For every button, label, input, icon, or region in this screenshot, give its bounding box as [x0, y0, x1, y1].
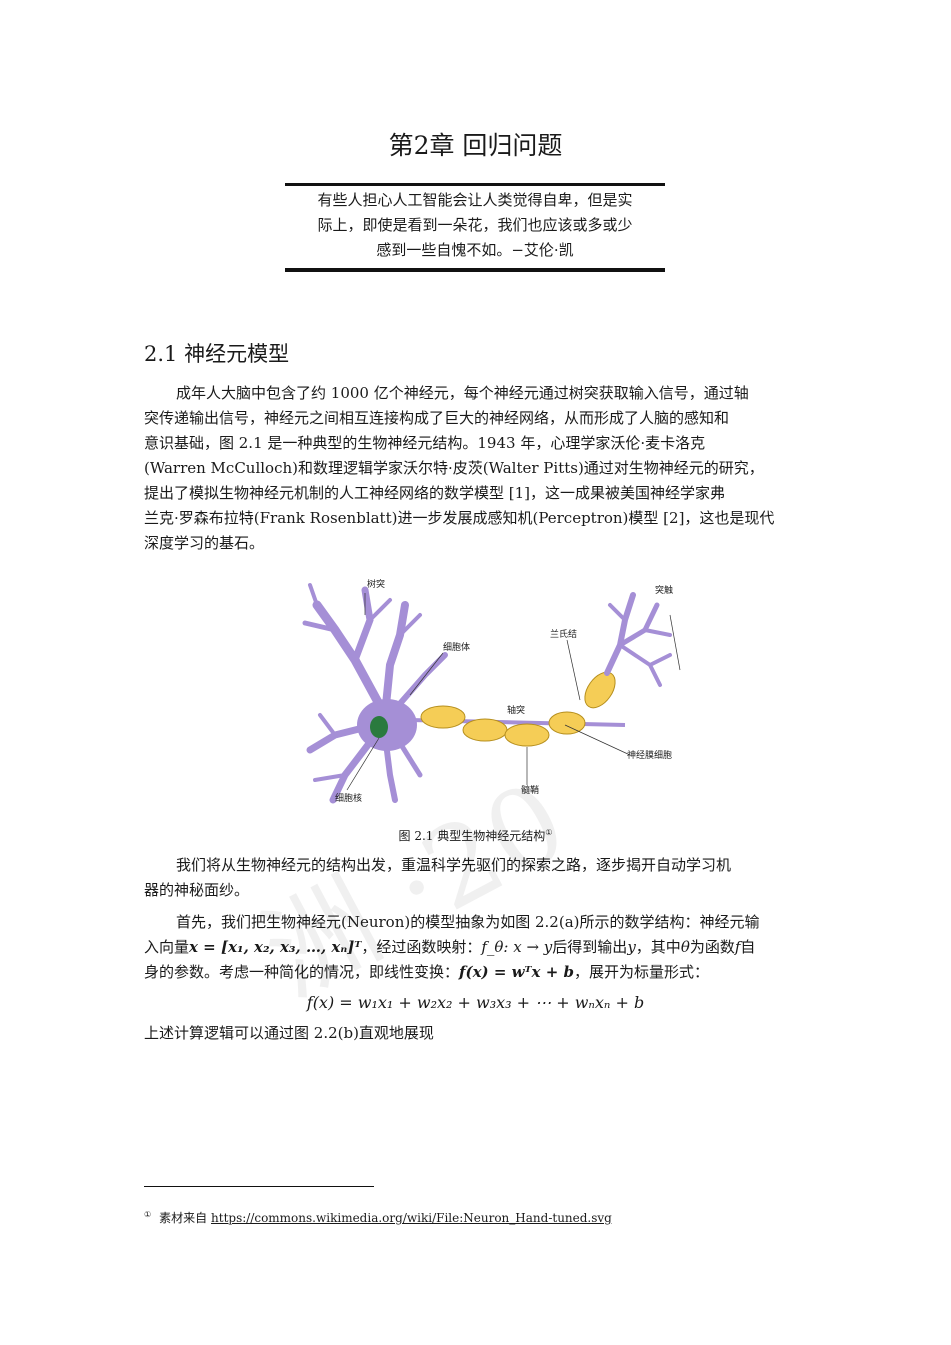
- paragraph-line: (Warren McCulloch)和数理逻辑学家沃尔特·皮茨(Walter P…: [144, 459, 764, 477]
- chapter-title: 第2章 回归问题: [388, 131, 563, 160]
- epigraph-line: 有些人担心人工智能会让人类觉得自卑，但是实: [317, 191, 633, 209]
- text-run: ，经过函数映射：: [361, 938, 482, 956]
- footnote-link[interactable]: https://commons.wikimedia.org/wiki/File:…: [211, 1211, 612, 1225]
- paragraph-line: 首先，我们把生物神经元(Neuron)的模型抽象为如图 2.2(a)所示的数学结…: [176, 913, 760, 931]
- paragraph-line: 提出了模拟生物神经元机制的人工神经网络的数学模型 [1]，这一成果被美国神经学家…: [144, 484, 726, 502]
- footnote-rule: [144, 1186, 374, 1187]
- neuron-figure: 树突 细胞体 轴突 兰氏结 突触 神经膜细胞 髓鞘 细胞核: [302, 578, 681, 804]
- figure-caption: 图 2.1 典型生物神经元结构①: [0, 824, 951, 845]
- paragraph-line: 突传递输出信号，神经元之间相互连接构成了巨大的神经网络，从而形成了人脑的感知和: [144, 409, 730, 427]
- text-run: 为函数: [689, 938, 735, 956]
- label-cell-body: 细胞体: [443, 641, 470, 653]
- epigraph-line: 感到一些自愧不如。−艾伦·凯: [376, 241, 574, 259]
- paragraph-line: 我们将从生物神经元的结构出发，重温科学先驱们的探索之路，逐步揭开自动学习机: [176, 856, 732, 874]
- text-run: 身的参数。考虑一种简化的情况，即线性变换：: [144, 963, 460, 981]
- footnote: ① 素材来自 https://commons.wikimedia.org/wiki…: [144, 1206, 612, 1227]
- text-run: ，展开为标量形式：: [574, 963, 710, 981]
- math-y: y: [627, 938, 636, 956]
- paragraph-3: 首先，我们把生物神经元(Neuron)的模型抽象为如图 2.2(a)所示的数学结…: [144, 910, 808, 985]
- epigraph-bottom-rule: [285, 268, 665, 272]
- text-run: ，其中: [635, 938, 681, 956]
- label-axon: 轴突: [507, 704, 525, 716]
- paragraph-line: 兰克·罗森布拉特(Frank Rosenblatt)进一步发展成感知机(Perc…: [144, 509, 775, 527]
- epigraph: 有些人担心人工智能会让人类觉得自卑，但是实 际上，即使是看到一朵花，我们也应该或…: [290, 188, 660, 263]
- section-title: 2.1 神经元模型: [144, 342, 290, 366]
- leader-lines: [346, 593, 681, 791]
- epigraph-line: 际上，即使是看到一朵花，我们也应该或多或少: [317, 216, 633, 234]
- label-schwann-cell: 神经膜细胞: [627, 749, 672, 761]
- paragraph-line: 成年人大脑中包含了约 1000 亿个神经元，每个神经元通过树突获取输入信号，通过…: [176, 384, 749, 402]
- text-run: 自: [740, 938, 756, 956]
- epigraph-top-rule: [285, 183, 665, 186]
- math-theta: θ: [680, 938, 690, 956]
- paragraph-line: 上述计算逻辑可以通过图 2.2(b)直观地展现: [144, 1024, 434, 1042]
- label-nucleus: 细胞核: [335, 792, 362, 804]
- paragraph-2: 我们将从生物神经元的结构出发，重温科学先驱们的探索之路，逐步揭开自动学习机 器的…: [144, 853, 808, 903]
- math-input-vector: x = [x₁, x₂, x₃, …, xₙ]ᵀ: [189, 938, 362, 956]
- math-f: f: [734, 938, 741, 956]
- label-synapse: 突触: [655, 584, 673, 596]
- paragraph-line-3: 身的参数。考虑一种简化的情况，即线性变换：f(x) = wᵀx + b，展开为标…: [144, 960, 808, 985]
- footnote-prefix: 素材来自: [159, 1211, 208, 1225]
- axon-terminals: [604, 592, 672, 687]
- math-mapping: f_θ: x → y: [481, 938, 553, 956]
- figure-caption-mark: ①: [545, 828, 553, 837]
- text-run: 后得到输出: [552, 938, 628, 956]
- dendrites: [302, 583, 448, 804]
- label-myelin: 髓鞘: [521, 784, 539, 796]
- myelin-sheaths: [420, 671, 616, 747]
- paragraph-4: 上述计算逻辑可以通过图 2.2(b)直观地展现: [144, 1021, 808, 1046]
- figure-caption-text: 图 2.1 典型生物神经元结构: [398, 829, 546, 843]
- paragraph-line-2: 入向量x = [x₁, x₂, x₃, …, xₙ]ᵀ，经过函数映射：f_θ: …: [144, 935, 808, 960]
- paragraph-line: 深度学习的基石。: [144, 534, 265, 552]
- paragraph-intro: 成年人大脑中包含了约 1000 亿个神经元，每个神经元通过树突获取输入信号，通过…: [144, 381, 808, 556]
- label-dendrite: 树突: [367, 578, 385, 590]
- text-run: 入向量: [144, 938, 190, 956]
- footnote-mark: ①: [144, 1210, 152, 1219]
- nucleus-shape: [370, 716, 388, 738]
- paragraph-line: 器的神秘面纱。: [144, 881, 250, 899]
- scalar-formula: f(x) = w₁x₁ + w₂x₂ + w₃x₃ + ⋯ + wₙxₙ + b: [306, 993, 645, 1012]
- label-node-of-ranvier: 兰氏结: [550, 628, 577, 640]
- math-linear-transform: f(x) = wᵀx + b: [459, 963, 575, 981]
- paragraph-line: 意识基础，图 2.1 是一种典型的生物神经元结构。1943 年，心理学家沃伦·麦…: [144, 434, 706, 452]
